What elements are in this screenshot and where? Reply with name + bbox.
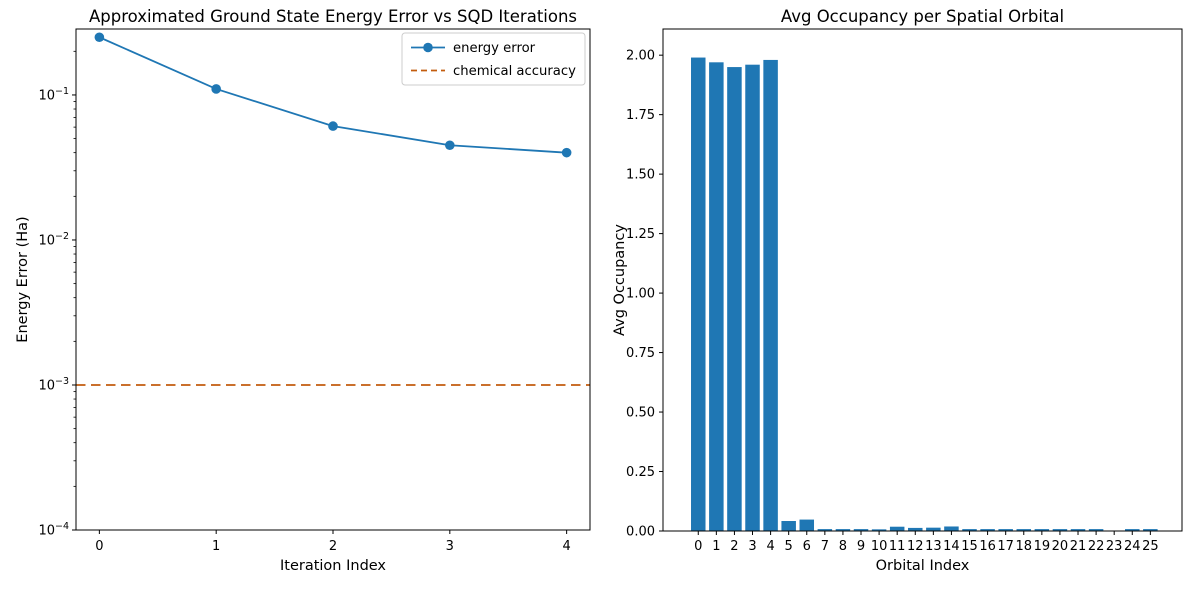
- x-tick-label: 5: [785, 539, 793, 554]
- x-tick-label: 21: [1070, 539, 1087, 554]
- occupancy-bar: [871, 529, 887, 531]
- y-tick-label: 1.25: [626, 227, 655, 242]
- occupancy-bar: [1125, 529, 1140, 531]
- occupancy-bar: [745, 64, 760, 532]
- x-tick-label: 3: [446, 539, 454, 554]
- right-chart-xlabel: Orbital Index: [876, 558, 970, 574]
- legend-label-chemical-accuracy: chemical accuracy: [453, 64, 576, 79]
- occupancy-bar-chart: 0.000.250.500.751.001.251.501.752.000 1 2 3…: [626, 28, 1183, 554]
- x-tick-label: 24: [1124, 539, 1141, 554]
- data-point-marker: [211, 84, 221, 94]
- x-tick-label: 18: [1015, 539, 1032, 554]
- occupancy-bar: [998, 529, 1013, 531]
- x-tick-label: 16: [979, 539, 996, 554]
- y-tick-label: 0.75: [626, 346, 655, 361]
- occupancy-bar: [1088, 529, 1104, 531]
- x-tick-label: 10: [871, 539, 888, 554]
- y-tick-label: 0.50: [626, 406, 655, 421]
- x-tick-label: 6: [803, 539, 811, 554]
- x-tick-label: 14: [943, 539, 960, 554]
- occupancy-bar: [889, 526, 905, 531]
- right-chart-title: Avg Occupancy per Spatial Orbital: [781, 7, 1064, 26]
- occupancy-bar: [1052, 529, 1068, 531]
- y-tick-label: 1.00: [626, 287, 655, 302]
- occupancy-bar: [1143, 529, 1158, 531]
- y-tick-label: 2.00: [626, 49, 655, 64]
- x-tick-label: 0: [95, 539, 103, 554]
- x-tick-label: 0: [694, 539, 702, 554]
- data-point-marker: [561, 147, 572, 158]
- legend-box: [401, 32, 586, 86]
- legend-label-energy-error: energy error: [453, 41, 536, 56]
- y-tick-label: 0.00: [626, 525, 655, 540]
- y-tick-label: 10−2: [38, 231, 69, 249]
- left-chart-title: Approximated Ground State Energy Error v…: [89, 7, 577, 26]
- data-point-marker: [445, 140, 455, 151]
- occupancy-bar: [1034, 529, 1050, 531]
- occupancy-bar: [980, 529, 995, 531]
- occupancy-bar: [835, 529, 851, 531]
- occupancy-bar: [781, 521, 796, 531]
- legend-marker-sample: [423, 42, 433, 53]
- y-tick-label: 0.25: [626, 465, 655, 480]
- x-tick-label: 1: [712, 539, 720, 554]
- legend: energy error chemical accuracy: [401, 32, 586, 86]
- x-tick-label: 3: [748, 539, 756, 554]
- occupancy-bar: [944, 526, 959, 531]
- x-tick-label: 17: [997, 539, 1014, 554]
- x-tick-label: 4: [562, 539, 570, 554]
- occupancy-bar: [926, 527, 941, 531]
- x-tick-label: 8: [839, 539, 847, 554]
- occupancy-bar: [709, 62, 724, 532]
- left-chart-ylabel: Energy Error (Ha): [15, 216, 31, 342]
- x-tick-label: 19: [1034, 539, 1051, 554]
- x-tick-label: 25: [1142, 539, 1159, 554]
- occupancy-bar: [1016, 529, 1032, 531]
- y-tick-label: 10−3: [38, 376, 69, 394]
- occupancy-bar: [962, 529, 977, 531]
- x-tick-label: 11: [889, 539, 906, 554]
- data-point-marker: [94, 32, 105, 43]
- y-tick-label: 10−1: [38, 86, 69, 104]
- energy-error-chart: 0 1 2 3 4 10−1 10−2 10−3 10−4 energy error chemica…: [38, 28, 591, 554]
- left-chart-xlabel: Iteration Index: [280, 558, 386, 574]
- occupancy-bar: [817, 529, 833, 531]
- occupancy-bar: [853, 529, 869, 531]
- x-tick-label: 13: [925, 539, 942, 554]
- x-tick-label: 22: [1088, 539, 1105, 554]
- occupancy-bar: [763, 59, 778, 532]
- x-tick-label: 20: [1052, 539, 1069, 554]
- x-tick-label: 2: [329, 539, 337, 554]
- y-tick-label: 1.50: [626, 168, 655, 183]
- x-tick-label: 9: [857, 539, 865, 554]
- occupancy-bar: [727, 67, 742, 532]
- occupancy-bar: [691, 57, 706, 531]
- occupancy-bar: [799, 519, 815, 531]
- x-tick-label: 4: [766, 539, 774, 554]
- right-chart-ylabel: Avg Occupancy: [612, 224, 628, 336]
- occupancy-bar: [908, 527, 923, 531]
- data-point-marker: [328, 121, 338, 131]
- x-tick-label: 2: [730, 539, 738, 554]
- y-tick-label: 1.75: [626, 108, 655, 123]
- x-tick-label: 12: [907, 539, 924, 554]
- occupancy-bar: [1070, 529, 1086, 531]
- x-tick-label: 23: [1106, 539, 1123, 554]
- axes-frame: [662, 28, 1183, 532]
- x-tick-label: 1: [212, 539, 220, 554]
- x-tick-label: 7: [821, 539, 829, 554]
- x-tick-label: 15: [961, 539, 978, 554]
- y-tick-label: 10−4: [38, 521, 69, 539]
